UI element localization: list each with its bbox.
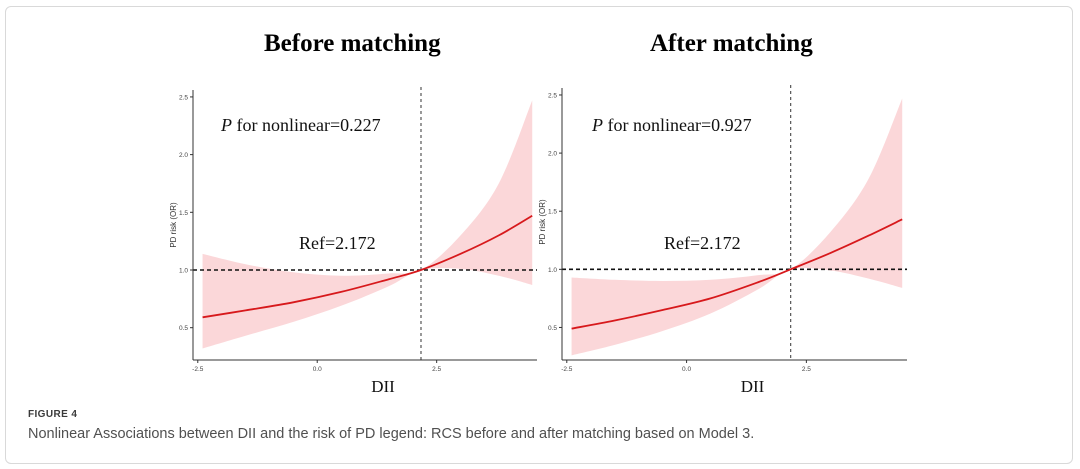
- y-tick-label: 1.0: [548, 267, 557, 274]
- p-symbol: P: [591, 115, 603, 135]
- p-value-text: for nonlinear=0.927: [603, 115, 752, 135]
- x-tick-label: -2.5: [561, 366, 573, 373]
- p-nonlinear-annotation: P for nonlinear=0.227: [220, 115, 381, 135]
- or-curve: [202, 214, 533, 319]
- confidence-band: [202, 100, 533, 349]
- p-symbol: P: [220, 115, 232, 135]
- y-tick-label: 1.0: [179, 268, 188, 275]
- figure-caption: Nonlinear Associations between DII and t…: [28, 426, 755, 442]
- p-value-text: for nonlinear=0.227: [232, 115, 381, 135]
- y-tick-label: 2.5: [548, 92, 557, 99]
- x-tick-label: -2.5: [192, 366, 204, 373]
- y-axis-label: PD risk (OR): [538, 199, 547, 245]
- y-tick-label: 2.0: [548, 151, 557, 158]
- x-tick-label: 0.0: [682, 366, 691, 373]
- p-nonlinear-annotation: P for nonlinear=0.927: [591, 115, 752, 135]
- y-tick-label: 2.5: [179, 94, 188, 101]
- y-tick-label: 2.0: [179, 152, 188, 159]
- panel-title-before: Before matching: [264, 30, 441, 57]
- x-tick-label: 0.0: [313, 366, 322, 373]
- x-tick-label: 2.5: [432, 366, 441, 373]
- y-tick-label: 1.5: [548, 209, 557, 216]
- y-axis-label: PD risk (OR): [169, 202, 178, 248]
- confidence-band: [571, 98, 903, 356]
- ref-annotation: Ref=2.172: [664, 233, 741, 253]
- x-axis-label: DII: [371, 377, 395, 396]
- x-tick-label: 2.5: [802, 366, 811, 373]
- figure-label: FIGURE 4: [28, 409, 78, 420]
- y-tick-label: 1.5: [179, 210, 188, 217]
- y-tick-label: 0.5: [179, 325, 188, 332]
- panel-title-after: After matching: [650, 30, 813, 57]
- ref-annotation: Ref=2.172: [299, 233, 376, 253]
- x-axis-label: DII: [741, 377, 765, 396]
- or-curve: [571, 218, 903, 330]
- y-tick-label: 0.5: [548, 325, 557, 332]
